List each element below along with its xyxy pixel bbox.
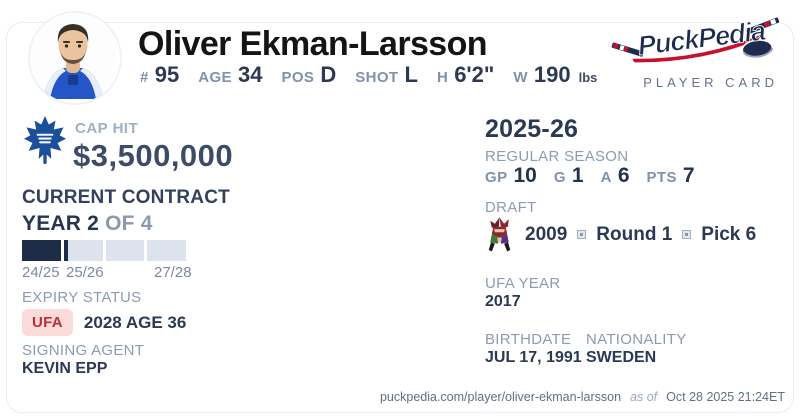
contract-progress-segment <box>63 240 103 261</box>
draft-round: Round 1 <box>596 223 673 245</box>
current-contract-heading: CURRENT CONTRACT <box>22 187 230 208</box>
contract-year-of: OF 4 <box>105 212 153 235</box>
season-heading: 2025-26 <box>485 115 579 143</box>
contract-progress-bar <box>22 240 186 261</box>
bio-weight: W 190 lbs <box>513 62 597 88</box>
contract-progress-segment <box>105 240 145 261</box>
cap-hit-label: CAP HIT <box>75 120 139 137</box>
bio-number: # 95 <box>140 62 179 88</box>
stat-goals: G 1 <box>554 164 584 188</box>
draft-label: DRAFT <box>485 199 537 216</box>
stat-gp-label: GP <box>485 169 508 186</box>
regular-season-label: REGULAR SEASON <box>485 148 629 165</box>
season-tick: 27/28 <box>154 264 192 281</box>
bio-position-value: D <box>320 62 337 87</box>
contract-progress-segment <box>22 240 61 261</box>
bio-weight-unit: lbs <box>578 70 598 85</box>
footer: puckpedia.com/player/oliver-ekman-larsso… <box>380 390 785 404</box>
brand-tagline: PLAYER CARD <box>643 75 778 90</box>
draft-text: 2009 Round 1 Pick 6 <box>525 224 756 246</box>
season-tick: 25/26 <box>66 264 104 281</box>
birthdate-label: BIRTHDATE <box>485 331 572 348</box>
stat-assists-value: 6 <box>617 164 630 187</box>
stat-points-label: PTS <box>646 169 677 186</box>
season-tick: 24/25 <box>22 264 60 281</box>
draft-year: 2009 <box>525 223 568 245</box>
stat-points-value: 7 <box>682 164 695 187</box>
bio-number-label: # <box>140 69 149 86</box>
expiry-status-label: EXPIRY STATUS <box>22 289 142 306</box>
nationality-value: SWEDEN <box>586 349 657 366</box>
bio-weight-value: 190 <box>533 62 571 87</box>
profile-url-link[interactable]: puckpedia.com/player/oliver-ekman-larsso… <box>379 390 622 404</box>
bio-shot: SHOT L <box>355 62 418 88</box>
stat-goals-value: 1 <box>571 164 584 187</box>
maple-leaf-icon <box>24 116 66 164</box>
bio-height: H 6'2" <box>437 62 494 88</box>
draft-team-logo-coyotes-icon <box>488 217 511 252</box>
expiry-value: 2028 AGE 36 <box>83 312 187 332</box>
contract-year-row: YEAR 2 OF 4 <box>22 212 153 236</box>
bio-position: POS D <box>281 62 336 88</box>
birthdate-value: JUL 17, 1991 <box>485 349 582 366</box>
as-of-label: as of <box>630 390 658 404</box>
bio-age-label: AGE <box>198 69 232 86</box>
bio-shot-value: L <box>404 62 418 87</box>
contract-progress-segment <box>147 240 186 261</box>
separator-square-icon <box>577 230 587 239</box>
bio-age: AGE 34 <box>198 62 262 88</box>
stat-goals-label: G <box>553 169 566 186</box>
separator-square-icon <box>682 230 692 239</box>
player-name: Oliver Ekman-Larsson <box>138 25 488 63</box>
stat-gp-value: 10 <box>513 164 537 187</box>
expiry-status-row: UFA 2028 AGE 36 <box>22 309 186 336</box>
bio-age-value: 34 <box>237 62 263 87</box>
bio-weight-label: W <box>513 69 528 86</box>
team-logo-maple-leafs-icon <box>24 114 66 166</box>
player-bio-row: # 95 AGE 34 POS D SHOT L H 6'2" W 190 lb… <box>140 62 597 88</box>
bio-number-value: 95 <box>154 62 180 87</box>
stat-points: PTS 7 <box>647 164 695 188</box>
nationality-label: NATIONALITY <box>586 331 687 348</box>
player-photo <box>28 11 122 105</box>
signing-agent-value: KEVIN EPP <box>22 360 108 377</box>
puckpedia-logo-icon: PuckPedia <box>610 15 781 64</box>
ufa-year-value: 2017 <box>485 293 521 310</box>
bio-position-label: POS <box>281 69 315 86</box>
contract-year-current: YEAR 2 <box>22 212 100 235</box>
contract-season-ticks: 24/25 25/26 27/28 <box>22 264 212 281</box>
bio-height-value: 6'2" <box>454 62 495 87</box>
draft-row: 2009 Round 1 Pick 6 <box>484 216 756 253</box>
ufa-year-label: UFA YEAR <box>485 275 561 292</box>
signing-agent-label: SIGNING AGENT <box>22 342 145 359</box>
timestamp: Oct 28 2025 21:24ET <box>666 390 785 404</box>
cap-hit-value: $3,500,000 <box>73 138 234 173</box>
bio-shot-label: SHOT <box>355 69 399 86</box>
stat-gp: GP 10 <box>485 164 537 188</box>
season-stats-row: GP 10 G 1 A 6 PTS 7 <box>485 164 695 188</box>
ufa-status-badge: UFA <box>22 309 73 336</box>
stat-assists: A 6 <box>601 164 630 188</box>
player-card-panel <box>6 22 794 413</box>
player-photo-illustration <box>30 13 116 99</box>
bio-height-label: H <box>436 69 449 86</box>
draft-pick: Pick 6 <box>701 223 757 245</box>
puckpedia-brand: PuckPedia PLAYER CARD <box>608 12 786 90</box>
stat-assists-label: A <box>600 169 612 186</box>
